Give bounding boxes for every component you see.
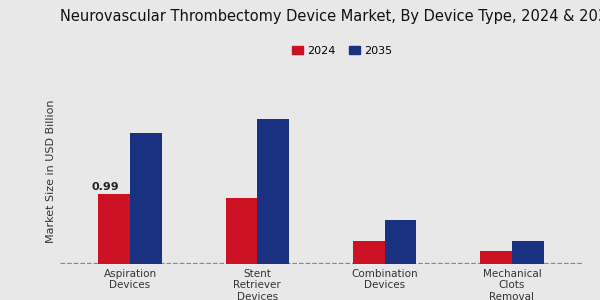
- Bar: [130, 133, 162, 264]
- Bar: [353, 241, 385, 264]
- Bar: [480, 251, 512, 264]
- Bar: [226, 198, 257, 264]
- Bar: [385, 220, 416, 264]
- Bar: [257, 119, 289, 264]
- Bar: [512, 241, 544, 264]
- Legend: 2024, 2035: 2024, 2035: [287, 42, 397, 60]
- Text: Neurovascular Thrombectomy Device Market, By Device Type, 2024 & 2035: Neurovascular Thrombectomy Device Market…: [60, 9, 600, 24]
- Bar: [98, 194, 130, 264]
- Y-axis label: Market Size in USD Billion: Market Size in USD Billion: [46, 99, 56, 243]
- Text: 0.99: 0.99: [91, 182, 119, 192]
